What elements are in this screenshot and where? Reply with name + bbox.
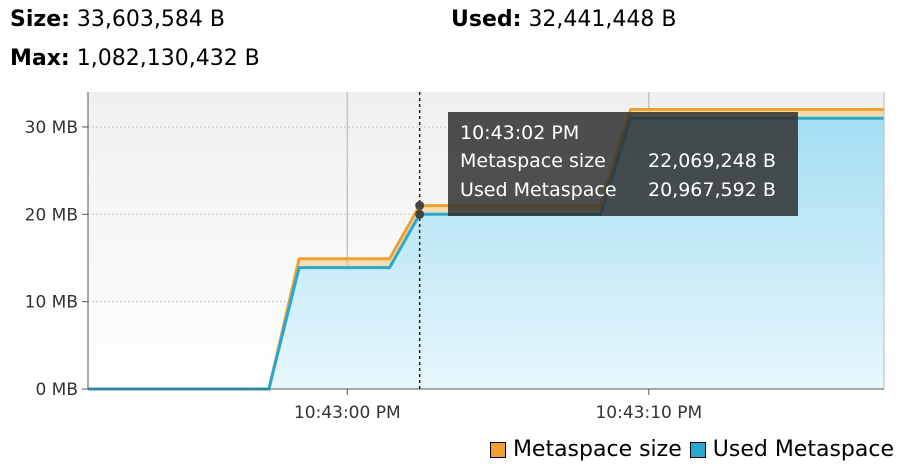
legend-item-used-metaspace[interactable]: Used Metaspace (689, 437, 894, 462)
legend-label: Metaspace size (512, 437, 682, 462)
used-label: Used: (451, 7, 522, 32)
y-tick-label: 10 MB (25, 293, 78, 313)
y-tick-label: 0 MB (35, 380, 78, 400)
tooltip-row-metaspace-size: Metaspace size 22,069,248 B (460, 150, 786, 172)
size-value: 33,603,584 B (76, 7, 225, 32)
tooltip-time: 10:43:02 PM (460, 122, 580, 144)
x-tick-label: 10:43:00 PM (294, 403, 401, 423)
y-tick-label: 20 MB (25, 205, 78, 225)
tooltip-row-used-metaspace: Used Metaspace 20,967,592 B (460, 179, 786, 201)
legend-label: Used Metaspace (712, 437, 894, 462)
x-tick-label: 10:43:10 PM (595, 403, 702, 423)
max-label: Max: (10, 46, 70, 71)
stat-max: Max: 1,082,130,432 B (10, 46, 260, 71)
chart-legend: Metaspace size Used Metaspace (482, 437, 894, 462)
tooltip-label: Used Metaspace (460, 179, 617, 201)
chart-tooltip: 10:43:02 PM Metaspace size 22,069,248 B … (448, 112, 798, 216)
y-tick-label: 30 MB (25, 118, 78, 138)
used-value: 32,441,448 B (528, 7, 677, 32)
stat-size: Size: 33,603,584 B (10, 7, 225, 32)
size-label: Size: (10, 7, 70, 32)
max-value: 1,082,130,432 B (76, 46, 260, 71)
legend-item-metaspace-size[interactable]: Metaspace size (489, 437, 682, 462)
tooltip-label: Metaspace size (460, 150, 606, 172)
legend-swatch (689, 441, 706, 458)
stat-used: Used: 32,441,448 B (451, 7, 677, 32)
hover-point-used-metaspace (415, 209, 425, 219)
tooltip-value: 22,069,248 B (648, 150, 776, 172)
tooltip-value: 20,967,592 B (648, 179, 776, 201)
hover-point-metaspace-size (415, 201, 425, 211)
legend-swatch (489, 441, 506, 458)
